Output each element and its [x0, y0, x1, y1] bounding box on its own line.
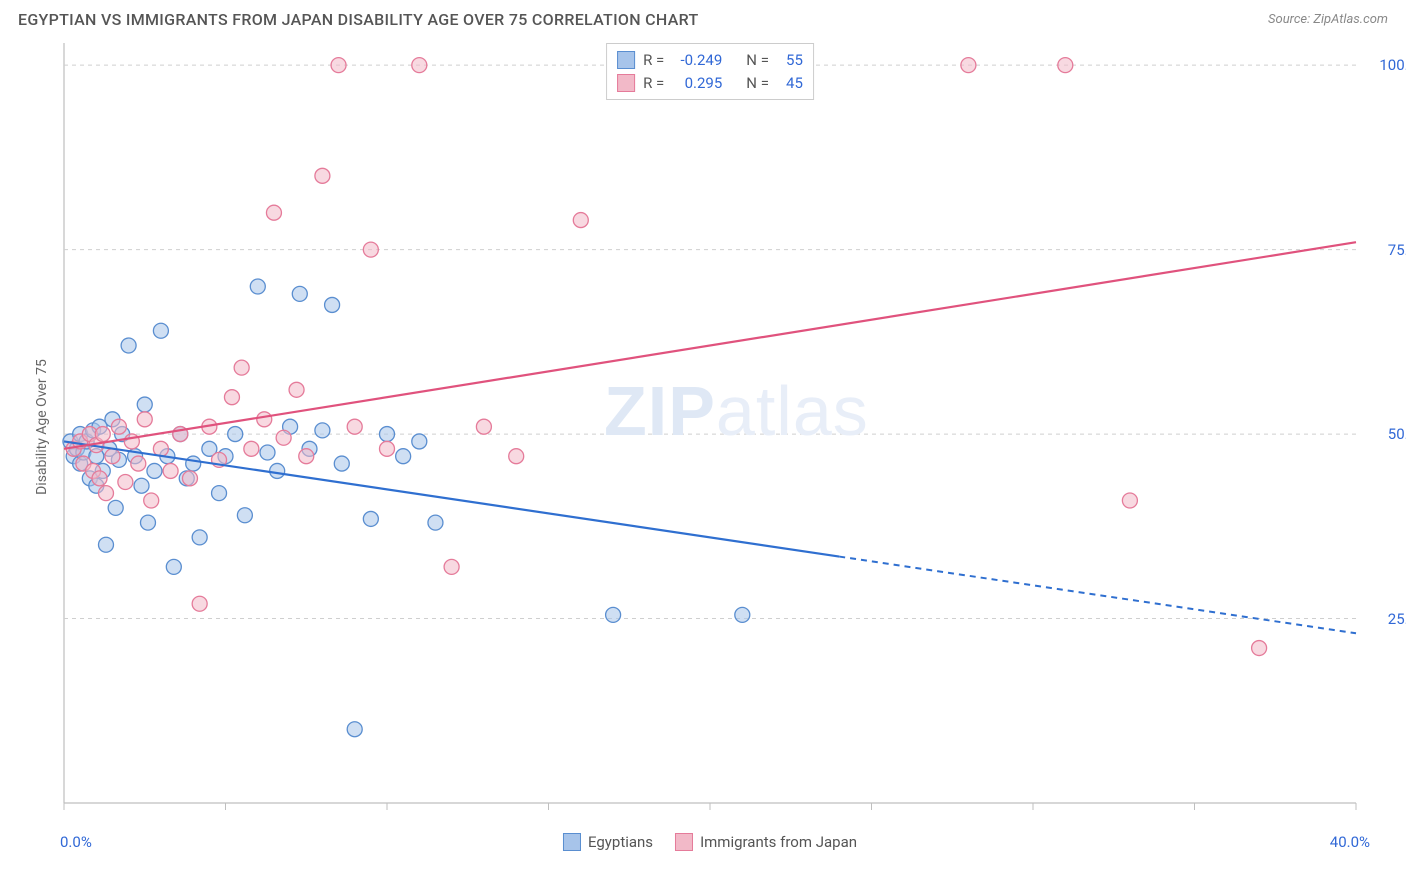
r-value-egyptians: -0.249 [672, 49, 722, 72]
legend-label-egyptians: Egyptians [588, 833, 653, 851]
y-axis-label: Disability Age Over 75 [34, 359, 50, 495]
legend-label-japan: Immigrants from Japan [700, 833, 857, 851]
legend-item-japan: Immigrants from Japan [675, 833, 857, 851]
r-label: R = [643, 72, 664, 95]
r-value-japan: 0.295 [672, 72, 722, 95]
correlation-row-japan: R = 0.295 N = 45 [617, 72, 803, 95]
y-tick-label: 100.0% [1379, 56, 1406, 74]
swatch-japan-icon [617, 74, 635, 92]
swatch-japan-icon [675, 833, 693, 851]
y-tick-label: 75.0% [1388, 241, 1406, 259]
y-tick-label: 50.0% [1388, 425, 1406, 443]
swatch-egyptians-icon [617, 51, 635, 69]
r-label: R = [643, 49, 664, 72]
n-value-japan: 45 [777, 72, 803, 95]
n-label: N = [746, 49, 769, 72]
series-legend: Egyptians Immigrants from Japan [563, 833, 857, 851]
source-label: Source: ZipAtlas.com [1268, 12, 1388, 27]
y-tick-label: 25.0% [1388, 610, 1406, 628]
x-axis-min-label: 0.0% [60, 833, 92, 851]
n-value-egyptians: 55 [777, 49, 803, 72]
chart-container: Disability Age Over 75 ZIPatlas 25.0%50.… [50, 37, 1370, 817]
legend-item-egyptians: Egyptians [563, 833, 653, 851]
chart-title: EGYPTIAN VS IMMIGRANTS FROM JAPAN DISABI… [18, 10, 699, 29]
correlation-row-egyptians: R = -0.249 N = 55 [617, 49, 803, 72]
swatch-egyptians-icon [563, 833, 581, 851]
correlation-legend-box: R = -0.249 N = 55 R = 0.295 N = 45 [606, 43, 814, 100]
scatter-plot [50, 37, 1370, 817]
x-axis-max-label: 40.0% [1330, 833, 1370, 851]
n-label: N = [746, 72, 769, 95]
